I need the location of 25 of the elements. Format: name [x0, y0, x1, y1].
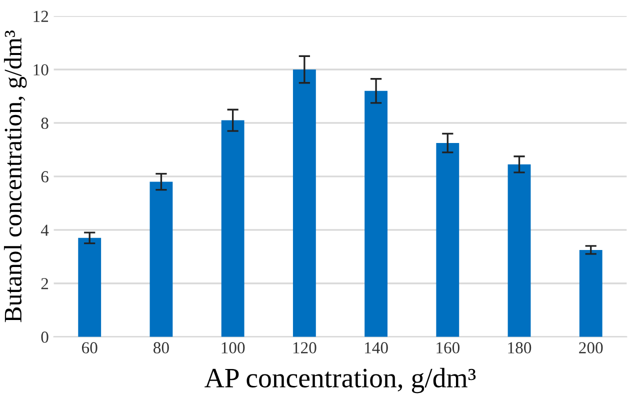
- y-tick-label: 0: [41, 332, 48, 343]
- bar: [508, 164, 531, 337]
- y-tick-label: 2: [41, 278, 48, 290]
- bar: [364, 90, 388, 337]
- x-tick-label: 180: [508, 342, 532, 354]
- y-tick-label: 10: [34, 64, 48, 76]
- x-tick-label: 100: [222, 342, 245, 354]
- x-axis-title: AP concentration, g/dm³: [204, 368, 476, 394]
- x-tick-label: 140: [365, 342, 388, 354]
- bar: [579, 250, 602, 337]
- bar: [221, 120, 244, 337]
- y-tick-label: 4: [40, 224, 49, 236]
- bar: [78, 238, 102, 337]
- y-axis-title: Butanol concentration, g/dm³: [4, 30, 27, 322]
- bar: [436, 143, 460, 337]
- x-tick-label: 160: [436, 342, 460, 354]
- y-tick-label: 6: [41, 171, 48, 182]
- x-tick-label: 120: [293, 342, 316, 354]
- y-tick-label: 8: [41, 118, 48, 129]
- x-tick-label: 60: [82, 342, 98, 354]
- x-tick-label: 80: [154, 342, 169, 354]
- y-tick-label: 12: [34, 10, 48, 22]
- bar: [292, 70, 316, 337]
- bar: [150, 182, 173, 337]
- x-tick-label: 200: [579, 342, 603, 354]
